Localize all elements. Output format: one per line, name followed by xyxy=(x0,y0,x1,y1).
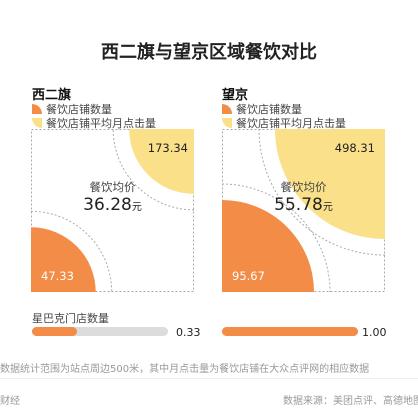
legend-item-count: 餐饮店铺数量 xyxy=(32,101,112,117)
xierqi-clicks-guide xyxy=(112,129,194,211)
chart-title: 西二旗与望京区域餐饮对比 xyxy=(101,42,317,63)
avg-price-number-wangjing: 55.78 xyxy=(274,195,323,215)
clicks-value-wangjing: 498.31 xyxy=(334,141,375,155)
legend-count-label-right: 餐饮店铺数量 xyxy=(236,103,302,116)
starbucks-bar-track-xierqi xyxy=(32,327,168,336)
divider xyxy=(0,378,418,379)
data-source: 数据来源：美团点评、高德地图 xyxy=(283,396,418,407)
avg-price-value-xierqi: 36.28元 xyxy=(31,195,194,215)
currency-unit-wangjing: 元 xyxy=(322,202,333,213)
count-value-xierqi: 47.33 xyxy=(41,269,74,283)
xierqi-clicks-mark xyxy=(129,129,194,194)
legend-clicks-label-right: 餐饮店铺平均月点击量 xyxy=(236,117,346,130)
count-value-wangjing: 95.67 xyxy=(232,269,265,283)
legend-clicks-swatch-right xyxy=(222,118,232,128)
panel-wangjing: 498.31 餐饮均价 55.78元 95.67 xyxy=(222,129,385,292)
avg-price-number-xierqi: 36.28 xyxy=(83,195,132,215)
legend-item-clicks: 餐饮店铺平均月点击量 xyxy=(32,115,156,131)
region-label-xierqi: 西二旗 xyxy=(32,88,72,103)
starbucks-value-wangjing: 1.00 xyxy=(362,326,387,339)
avg-price-label-wangjing: 餐饮均价 xyxy=(280,180,327,194)
wangjing-clicks-mark xyxy=(275,129,385,239)
wangjing-count-guide xyxy=(222,183,331,292)
legend-item-clicks-right: 餐饮店铺平均月点击量 xyxy=(222,115,346,131)
panel-wangjing-graphic xyxy=(222,129,385,292)
wangjing-count-mark xyxy=(222,200,314,292)
avg-price-label-xierqi: 餐饮均价 xyxy=(89,180,136,194)
legend-count-label: 餐饮店铺数量 xyxy=(46,103,112,116)
panel-xierqi: 173.34 餐饮均价 36.28元 47.33 xyxy=(31,129,194,292)
region-label-wangjing: 望京 xyxy=(222,88,249,103)
brand-label: 财经 xyxy=(0,396,20,407)
starbucks-label: 星巴克门店数量 xyxy=(32,312,109,325)
panel-xierqi-graphic xyxy=(31,129,194,292)
starbucks-bar-xierqi xyxy=(32,327,77,336)
xierqi-count-guide xyxy=(31,210,113,292)
xierqi-frame xyxy=(31,129,194,292)
xierqi-count-mark xyxy=(31,227,96,292)
currency-unit-xierqi: 元 xyxy=(131,202,142,213)
legend-count-swatch-right xyxy=(222,104,232,114)
legend-count-swatch xyxy=(32,104,42,114)
starbucks-value-xierqi: 0.33 xyxy=(176,326,201,339)
legend-clicks-swatch xyxy=(32,118,42,128)
footnote: 数据统计范围为站点周边500米，其中月点击量为餐饮店铺在大众点评网的相应数据 xyxy=(0,364,370,375)
starbucks-bar-wangjing xyxy=(222,327,358,336)
legend-clicks-label: 餐饮店铺平均月点击量 xyxy=(46,117,156,130)
clicks-value-xierqi: 173.34 xyxy=(147,141,188,155)
avg-price-value-wangjing: 55.78元 xyxy=(222,195,385,215)
legend-item-count-right: 餐饮店铺数量 xyxy=(222,101,302,117)
